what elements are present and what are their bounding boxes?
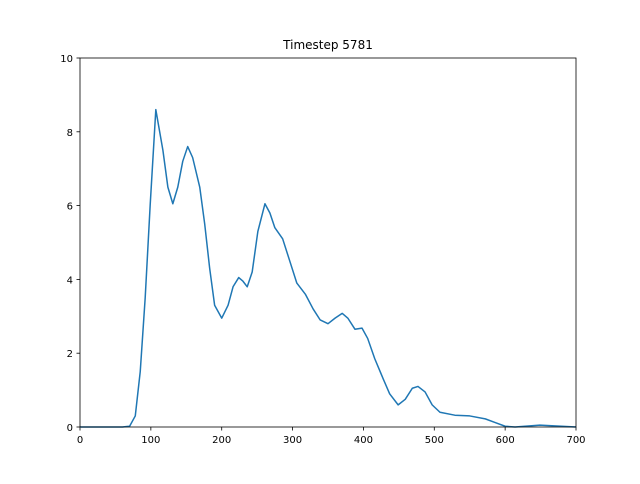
x-tick-label: 700 bbox=[566, 435, 585, 446]
y-tick-label: 6 bbox=[67, 202, 73, 213]
x-tick-label: 400 bbox=[354, 435, 373, 446]
y-tick-label: 10 bbox=[60, 54, 73, 65]
y-tick-label: 0 bbox=[67, 423, 73, 434]
x-tick-label: 300 bbox=[283, 435, 302, 446]
data-line bbox=[80, 108, 577, 428]
y-tick-label: 4 bbox=[67, 275, 73, 286]
x-tick-label: 600 bbox=[496, 435, 515, 446]
plot-frame bbox=[79, 57, 577, 428]
x-tick-label: 500 bbox=[425, 435, 444, 446]
x-tick-label: 200 bbox=[212, 435, 231, 446]
y-tick-label: 8 bbox=[67, 128, 73, 139]
chart-title: Timestep 5781 bbox=[282, 38, 373, 52]
y-tick-label: 2 bbox=[67, 349, 73, 360]
x-tick-label: 0 bbox=[77, 435, 83, 446]
x-tick-label: 100 bbox=[141, 435, 160, 446]
